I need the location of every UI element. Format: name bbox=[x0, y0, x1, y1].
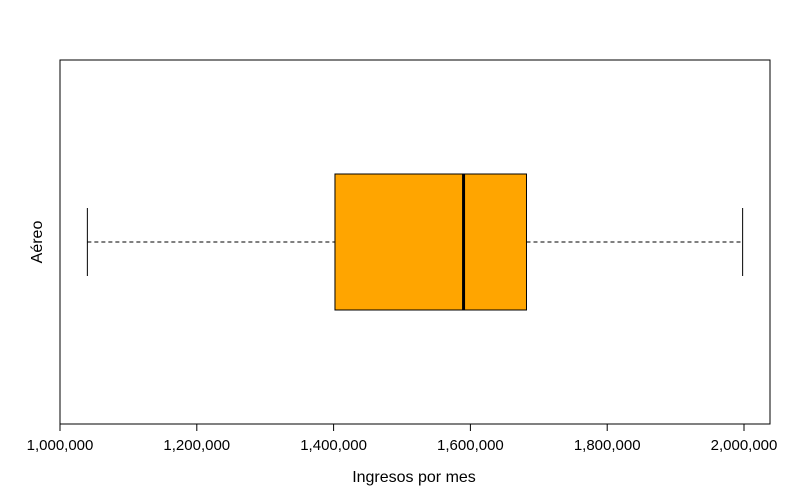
x-tick-label: 1,400,000 bbox=[300, 437, 367, 454]
x-tick-label: 1,000,000 bbox=[27, 437, 94, 454]
iqr-box bbox=[334, 173, 527, 311]
box-group bbox=[86, 173, 744, 311]
x-tick-label: 2,000,000 bbox=[711, 437, 778, 454]
x-axis: 1,000,000 1,200,000 1,400,000 1,600,000 1,80… bbox=[27, 424, 778, 454]
category-label: Aéreo bbox=[29, 221, 46, 264]
x-tick-label: 1,800,000 bbox=[574, 437, 641, 454]
plot-frame bbox=[59, 59, 771, 425]
x-axis-title: Ingresos por mes bbox=[352, 469, 476, 486]
x-tick-label: 1,600,000 bbox=[437, 437, 504, 454]
x-tick-label: 1,200,000 bbox=[163, 437, 230, 454]
